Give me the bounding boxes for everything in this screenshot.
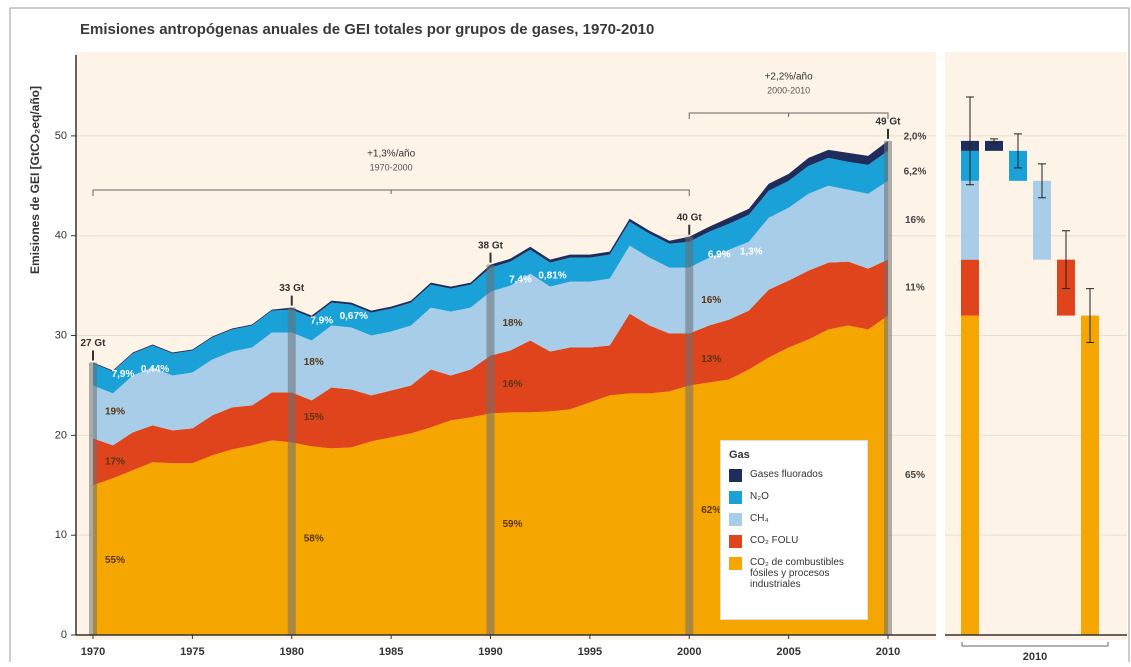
total-label: 40 Gt xyxy=(677,212,703,223)
legend-item: Gases fluorados xyxy=(729,469,859,482)
share-label: 2,0% xyxy=(904,132,927,143)
frame xyxy=(9,7,1130,667)
panel-total-segment xyxy=(961,315,979,635)
error-bar xyxy=(1038,163,1046,199)
growth-rate: +1,3%/año xyxy=(367,149,416,160)
x-tick-label: 1985 xyxy=(379,646,403,658)
panel-bracket xyxy=(961,642,1109,647)
share-label: 6,2% xyxy=(904,166,927,177)
share-label: 0,67% xyxy=(340,311,368,322)
legend-label: CO₂ de combustibles fósiles y procesos i… xyxy=(750,557,844,590)
x-tick-label: 2010 xyxy=(876,646,900,658)
y-tick-label: 30 xyxy=(55,329,67,341)
chart-title: Emisiones antropógenas anuales de GEI to… xyxy=(80,21,654,38)
year-highlight xyxy=(685,236,694,635)
growth-period: 2000-2010 xyxy=(767,85,810,95)
share-label: 7,4% xyxy=(509,274,532,285)
panel-bar xyxy=(1033,180,1051,260)
legend-swatch xyxy=(729,469,742,482)
legend-label: N₂O xyxy=(750,491,769,502)
y-tick-label: 10 xyxy=(55,529,67,541)
share-label: 55% xyxy=(105,555,125,566)
share-label: 16% xyxy=(502,379,522,390)
year-highlight xyxy=(89,362,97,635)
year-highlight xyxy=(884,140,892,636)
share-label: 59% xyxy=(502,519,522,530)
x-tick-label: 1995 xyxy=(578,646,602,658)
panel-total-segment xyxy=(961,259,979,316)
share-label: 11% xyxy=(905,282,925,293)
growth-bracket xyxy=(688,112,889,119)
legend-label: CO₂ FOLU xyxy=(750,535,799,546)
legend-item: CO₂ de combustibles fósiles y procesos i… xyxy=(729,557,859,590)
legend-swatch xyxy=(729,557,742,570)
share-label: 16% xyxy=(701,295,721,306)
panel-x-label: 2010 xyxy=(1023,651,1047,662)
legend-swatch xyxy=(729,491,742,504)
y-axis-label: Emisiones de GEI [GtCO₂eq/año] xyxy=(28,86,42,274)
y-tick-label: 20 xyxy=(55,429,67,441)
legend-label: Gases fluorados xyxy=(750,469,823,480)
error-bar xyxy=(1062,230,1070,290)
legend-title: Gas xyxy=(729,449,750,461)
total-label: 49 Gt xyxy=(875,117,901,128)
growth-rate: +2,2%/año xyxy=(765,72,814,83)
error-bar xyxy=(990,138,998,144)
share-label: 7,9% xyxy=(112,369,135,380)
legend-label: CH₄ xyxy=(750,513,769,524)
share-label: 1,3% xyxy=(740,246,763,257)
y-tick-label: 40 xyxy=(55,230,67,242)
share-label: 65% xyxy=(905,470,925,481)
share-label: 17% xyxy=(105,456,125,467)
share-label: 18% xyxy=(304,357,324,368)
x-tick-label: 1975 xyxy=(180,646,204,658)
error-bar xyxy=(1086,288,1094,344)
share-label: 0,81% xyxy=(538,270,566,281)
x-tick-label: 2005 xyxy=(776,646,800,658)
legend-swatch xyxy=(729,513,742,526)
legend-item: CO₂ FOLU xyxy=(729,535,859,548)
x-tick-label: 1970 xyxy=(81,646,105,658)
total-label: 38 Gt xyxy=(478,240,504,251)
share-label: 19% xyxy=(105,407,125,418)
x-tick-label: 1990 xyxy=(478,646,502,658)
share-label: 0,44% xyxy=(141,364,169,375)
legend-item: N₂O xyxy=(729,491,859,504)
error-bar xyxy=(1014,133,1022,169)
legend-swatch xyxy=(729,535,742,548)
share-label: 7,9% xyxy=(310,316,333,327)
y-tick-label: 0 xyxy=(61,629,67,641)
y-tick-label: 50 xyxy=(55,130,67,142)
share-label: 62% xyxy=(701,505,721,516)
area xyxy=(93,140,888,372)
total-label: 33 Gt xyxy=(279,283,305,294)
growth-period: 1970-2000 xyxy=(370,162,413,172)
share-label: 13% xyxy=(701,354,721,365)
growth-bracket xyxy=(92,189,690,196)
legend-item: CH₄ xyxy=(729,513,859,526)
share-label: 58% xyxy=(304,533,324,544)
panel-bar xyxy=(1081,315,1099,635)
share-label: 18% xyxy=(502,318,522,329)
error-bar xyxy=(966,96,974,186)
total-label: 27 Gt xyxy=(80,338,106,349)
share-label: 15% xyxy=(304,412,324,423)
legend: Gas Gases fluorados N₂O CH₄ CO₂ FOLU CO₂ de … xyxy=(720,440,868,620)
panel-total-segment xyxy=(961,180,979,260)
share-label: 6,9% xyxy=(708,249,731,260)
year-highlight xyxy=(287,307,296,635)
share-label: 16% xyxy=(905,215,925,226)
year-highlight xyxy=(486,264,495,635)
x-tick-label: 1980 xyxy=(280,646,304,658)
panel-bar xyxy=(985,140,1003,151)
x-tick-label: 2000 xyxy=(677,646,701,658)
